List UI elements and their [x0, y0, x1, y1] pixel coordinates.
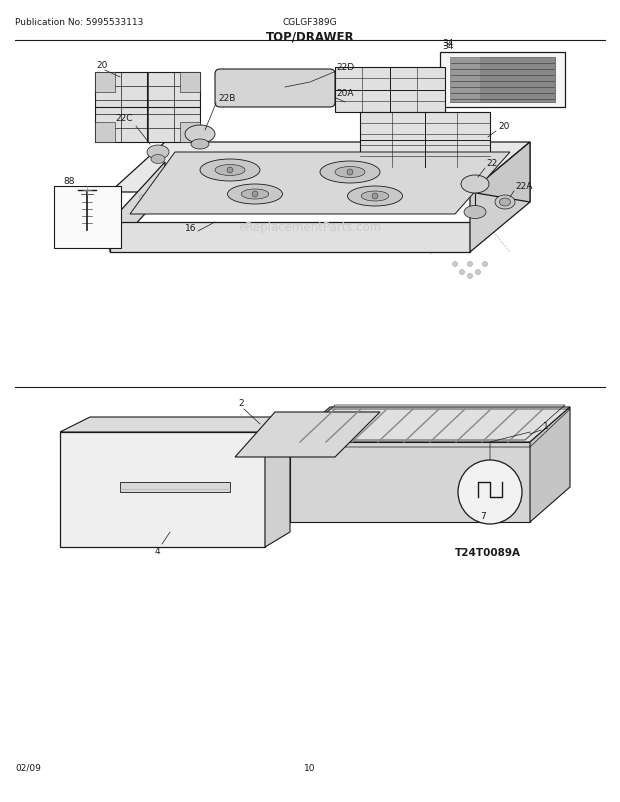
Ellipse shape — [191, 140, 209, 150]
Circle shape — [347, 170, 353, 176]
FancyBboxPatch shape — [215, 70, 335, 107]
Circle shape — [156, 195, 161, 200]
Ellipse shape — [361, 192, 389, 202]
Text: 20: 20 — [498, 122, 510, 131]
Ellipse shape — [320, 162, 380, 184]
Circle shape — [453, 262, 458, 267]
Ellipse shape — [215, 165, 245, 176]
Ellipse shape — [151, 156, 165, 164]
Ellipse shape — [185, 126, 215, 144]
Text: 2: 2 — [238, 399, 244, 407]
Polygon shape — [130, 153, 510, 215]
Text: 20A: 20A — [336, 89, 353, 98]
Polygon shape — [120, 482, 230, 492]
Text: Publication No: 5995533113: Publication No: 5995533113 — [15, 18, 143, 27]
Text: 34: 34 — [442, 39, 453, 48]
Polygon shape — [95, 73, 115, 93]
Text: 34: 34 — [442, 42, 453, 51]
Polygon shape — [180, 73, 200, 93]
Text: 22C: 22C — [115, 114, 133, 123]
Ellipse shape — [500, 199, 510, 207]
Text: 22A: 22A — [515, 182, 533, 191]
Text: 16: 16 — [185, 224, 197, 233]
Text: 20: 20 — [96, 61, 107, 70]
Circle shape — [458, 460, 522, 525]
Polygon shape — [450, 58, 480, 103]
Circle shape — [467, 262, 472, 267]
Text: 22D: 22D — [336, 63, 354, 72]
Polygon shape — [450, 58, 555, 103]
Circle shape — [467, 274, 472, 279]
Polygon shape — [60, 432, 265, 547]
Polygon shape — [110, 223, 470, 253]
Circle shape — [252, 192, 258, 198]
Polygon shape — [440, 53, 565, 107]
Circle shape — [140, 195, 144, 200]
Circle shape — [227, 168, 233, 174]
Polygon shape — [530, 407, 570, 522]
Circle shape — [151, 201, 156, 206]
Polygon shape — [60, 418, 290, 432]
Polygon shape — [335, 68, 445, 113]
Circle shape — [482, 262, 487, 267]
Polygon shape — [290, 443, 530, 522]
FancyBboxPatch shape — [54, 187, 121, 249]
Ellipse shape — [228, 184, 283, 205]
Polygon shape — [110, 163, 165, 253]
Circle shape — [459, 270, 464, 275]
Text: TOP/DRAWER: TOP/DRAWER — [266, 30, 354, 43]
Text: 22B: 22B — [218, 94, 236, 103]
Circle shape — [372, 194, 378, 200]
Polygon shape — [180, 123, 200, 143]
Polygon shape — [95, 73, 200, 143]
Ellipse shape — [495, 196, 515, 210]
Text: 02/09: 02/09 — [15, 763, 41, 772]
Text: 4: 4 — [155, 546, 161, 555]
Text: 7: 7 — [480, 512, 486, 520]
Circle shape — [143, 201, 149, 206]
Text: 22: 22 — [486, 159, 497, 168]
Polygon shape — [95, 123, 115, 143]
Polygon shape — [470, 143, 530, 253]
Text: 88: 88 — [63, 176, 74, 186]
Text: CGLGF389G: CGLGF389G — [283, 18, 337, 27]
Ellipse shape — [347, 187, 402, 207]
Ellipse shape — [464, 206, 486, 219]
Ellipse shape — [241, 190, 268, 200]
Ellipse shape — [147, 146, 169, 160]
Circle shape — [148, 195, 153, 200]
Text: 10: 10 — [304, 763, 316, 772]
Polygon shape — [290, 407, 570, 443]
Circle shape — [476, 270, 480, 275]
Text: 1: 1 — [543, 422, 549, 431]
Polygon shape — [265, 418, 290, 547]
Polygon shape — [470, 143, 530, 203]
Text: eReplacementParts.com: eReplacementParts.com — [238, 221, 382, 234]
Ellipse shape — [461, 176, 489, 194]
Polygon shape — [360, 113, 490, 168]
Text: T24T0089A: T24T0089A — [455, 547, 521, 557]
Ellipse shape — [335, 168, 365, 178]
Ellipse shape — [200, 160, 260, 182]
Polygon shape — [235, 412, 380, 457]
Polygon shape — [110, 143, 530, 192]
